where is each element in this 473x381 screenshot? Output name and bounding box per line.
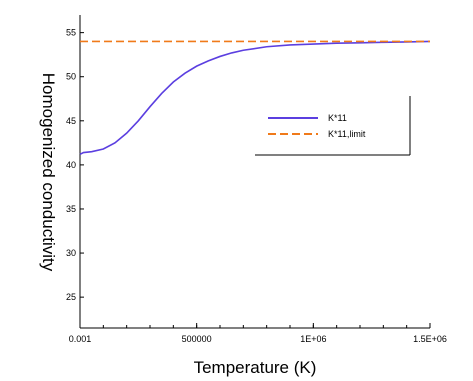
series-layer — [79, 40, 431, 156]
x-ticks: 0.001 500000 1E+06 1.5E+06 — [69, 323, 447, 344]
y-ticks: 25 30 35 40 45 50 55 — [66, 28, 84, 302]
y-tick-label: 35 — [66, 204, 76, 214]
y-tick-label: 40 — [66, 160, 76, 170]
legend: K*11 K*11,limit — [255, 96, 411, 156]
y-tick-label: 25 — [66, 292, 76, 302]
y-axis-title: Homogenized conductivity — [39, 73, 58, 272]
legend-label-k11: K*11 — [328, 113, 347, 123]
x-tick-label: 1.5E+06 — [413, 334, 447, 344]
series-line-k11 — [79, 40, 431, 156]
x-tick-label: 500000 — [182, 334, 212, 344]
x-axis-title: Temperature (K) — [194, 358, 317, 377]
x-tick-label: 1E+06 — [300, 334, 326, 344]
y-tick-label: 30 — [66, 248, 76, 258]
y-tick-label: 50 — [66, 72, 76, 82]
legend-label-k11-limit: K*11,limit — [328, 129, 366, 139]
y-tick-label: 45 — [66, 116, 76, 126]
y-tick-label: 55 — [66, 28, 76, 38]
x-tick-label: 0.001 — [69, 334, 92, 344]
